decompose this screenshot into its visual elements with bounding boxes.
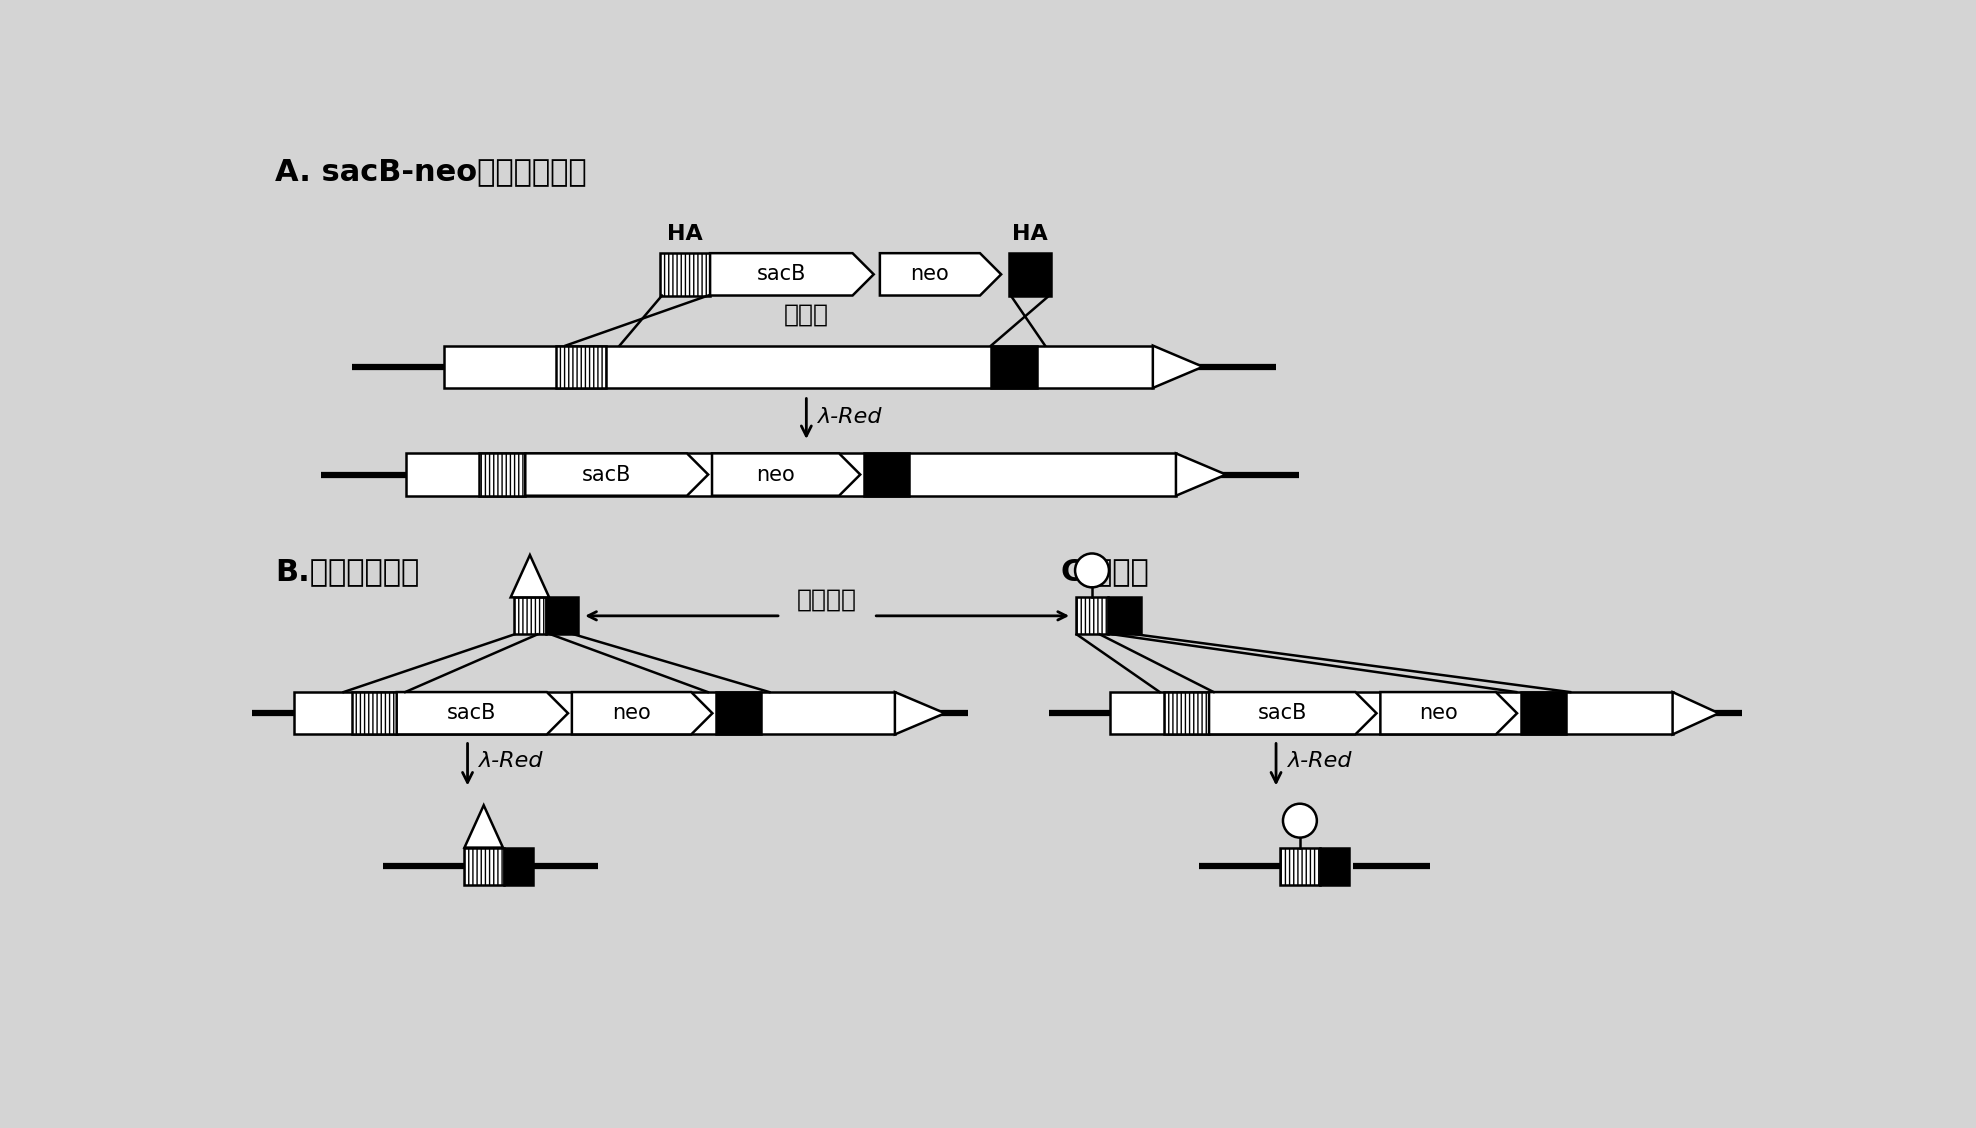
Bar	[1280, 847, 1320, 884]
Polygon shape	[1176, 453, 1225, 495]
Text: HA: HA	[668, 224, 703, 244]
Text: 寡核苷酸: 寡核苷酸	[796, 588, 858, 613]
Bar	[478, 453, 526, 495]
Text: sacB: sacB	[447, 703, 496, 723]
Bar	[504, 847, 534, 884]
Bar	[1320, 847, 1350, 884]
Polygon shape	[711, 453, 860, 495]
Text: A. sacB-neo基因盒的引入: A. sacB-neo基因盒的引入	[275, 157, 587, 186]
Polygon shape	[879, 253, 1002, 296]
Bar	[660, 253, 709, 296]
Text: C.点突变: C.点突变	[1061, 557, 1150, 587]
Polygon shape	[571, 693, 713, 734]
Circle shape	[1075, 554, 1109, 588]
Polygon shape	[464, 805, 504, 847]
Bar	[294, 693, 895, 734]
Bar	[555, 345, 607, 388]
Bar	[405, 453, 1176, 495]
Polygon shape	[397, 693, 567, 734]
Text: λ-Red: λ-Red	[1288, 751, 1352, 772]
Bar	[464, 847, 504, 884]
Bar	[715, 693, 761, 734]
Bar	[514, 598, 545, 634]
Bar	[352, 693, 397, 734]
Text: sacB: sacB	[1257, 703, 1306, 723]
Bar	[864, 453, 909, 495]
Bar	[992, 345, 1037, 388]
Polygon shape	[1672, 693, 1719, 734]
Text: 靶基因: 靶基因	[784, 302, 828, 326]
Circle shape	[1282, 804, 1316, 838]
Text: HA: HA	[1012, 224, 1047, 244]
Polygon shape	[510, 555, 549, 598]
Text: neo: neo	[1419, 703, 1458, 723]
Bar	[1109, 598, 1140, 634]
Text: sacB: sacB	[757, 264, 806, 284]
Polygon shape	[1381, 693, 1518, 734]
Bar	[445, 345, 1152, 388]
Polygon shape	[526, 453, 707, 495]
Text: neo: neo	[757, 465, 794, 485]
Polygon shape	[895, 693, 945, 734]
Text: sacB: sacB	[581, 465, 630, 485]
Polygon shape	[1152, 345, 1203, 388]
Bar	[1522, 693, 1565, 734]
Text: B.读码框内敲除: B.读码框内敲除	[275, 557, 419, 587]
Text: neo: neo	[613, 703, 650, 723]
Text: λ-Red: λ-Red	[478, 751, 543, 772]
Bar	[545, 598, 579, 634]
Polygon shape	[1209, 693, 1377, 734]
Bar	[1164, 693, 1209, 734]
Bar	[1075, 598, 1109, 634]
Text: λ-Red: λ-Red	[818, 407, 883, 428]
Bar	[1111, 693, 1672, 734]
Polygon shape	[709, 253, 873, 296]
Text: neo: neo	[911, 264, 948, 284]
Bar	[1010, 253, 1051, 296]
